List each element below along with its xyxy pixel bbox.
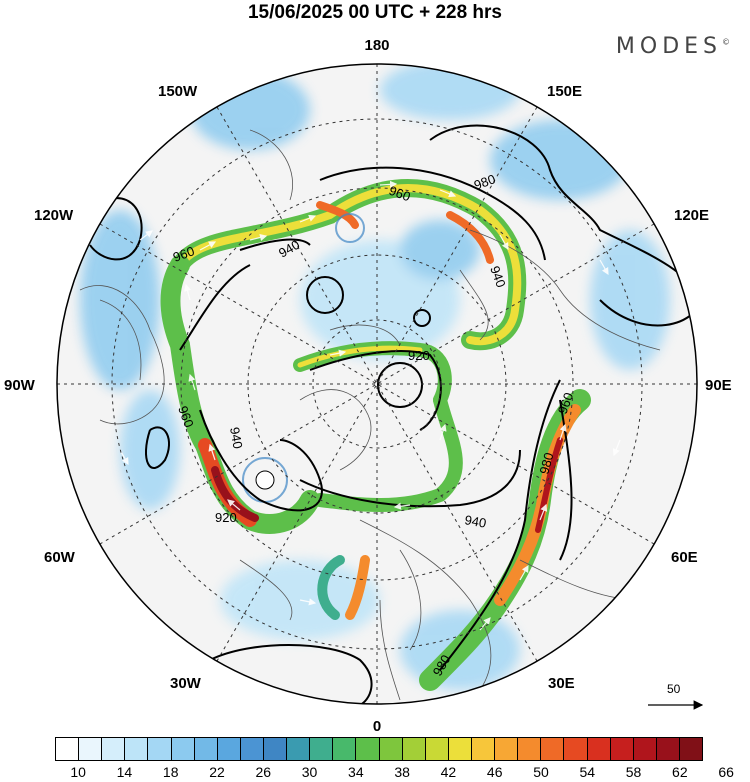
colorbar-swatch [425, 738, 449, 760]
colorbar-swatch [541, 738, 565, 760]
colorbar-swatch [356, 738, 380, 760]
contour-label: 940 [487, 264, 509, 290]
colorbar-swatch [587, 738, 611, 760]
colorbar-tick-label: 10 [70, 764, 86, 780]
colorbar-tick-label: 26 [255, 764, 272, 780]
colorbar-swatch [656, 738, 680, 760]
colorbar-tick-label: 54 [579, 764, 596, 780]
lon-label-0: 0 [373, 718, 381, 735]
lon-label-90w: 90W [4, 377, 36, 394]
colorbar-tick-label: 42 [440, 764, 457, 780]
lon-label-150e: 150E [547, 83, 582, 100]
colorbar-tick-label: 30 [301, 764, 318, 780]
contour-label: 960 [171, 243, 197, 265]
copyright-mark: © [722, 37, 730, 47]
lon-label-150w: 150W [158, 83, 198, 100]
colorbar-swatch [194, 738, 218, 760]
lon-label-30w: 30W [170, 675, 202, 692]
colorbar-swatch [679, 738, 703, 760]
colorbar-swatch [263, 738, 288, 760]
lon-label-60w: 60W [44, 549, 76, 566]
colorbar-tick-label: 50 [533, 764, 549, 780]
colorbar-swatch [240, 738, 264, 760]
colorbar-swatch [102, 738, 126, 760]
colorbar-swatch [495, 738, 519, 760]
contour-label: 940 [463, 512, 487, 531]
contour-labels: 980 960 940 960 940 920 960 940 920 960 … [171, 171, 577, 678]
colorbar-tick-label: 62 [672, 764, 688, 780]
contour-label: 960 [175, 404, 197, 430]
colorbar-swatch [171, 738, 195, 760]
colorbar-swatch [287, 738, 311, 760]
map-disc: 980 960 940 960 940 920 960 940 920 960 … [57, 64, 697, 704]
colorbar-swatch [217, 738, 241, 760]
colorbar-ticks: 10141822263034384246505458626670 [55, 764, 734, 780]
contour-label: 940 [227, 426, 246, 450]
wind-vectors [119, 180, 621, 631]
brand-logo: MODES© [616, 34, 730, 59]
colorbar [55, 737, 703, 761]
longitude-labels: 180 0 90W 90E 150W 150E 120W 120E 60W 60… [4, 37, 732, 735]
map-border [56, 63, 698, 705]
lon-label-90e: 90E [705, 377, 732, 394]
contour-label: 980 [536, 451, 556, 476]
contour-label: 960 [555, 391, 577, 417]
colorbar-swatch [79, 738, 103, 760]
colorbar-swatch [379, 738, 403, 760]
colorbar-tick-label: 22 [209, 764, 225, 780]
colorbar-swatch [333, 738, 357, 760]
colorbar-tick-label: 38 [394, 764, 410, 780]
graticule [57, 64, 697, 704]
contour-label: 960 [387, 183, 413, 205]
colorbar-swatch [56, 738, 80, 760]
isohypse-contours [89, 124, 697, 704]
colorbar-tick-label: 58 [625, 764, 642, 780]
vector-scale-label: 50 [667, 682, 681, 696]
coastlines [79, 129, 691, 701]
colorbar-tick-label: 34 [348, 764, 364, 780]
contour-label: 920 [215, 510, 237, 525]
low-centre-marker [255, 470, 275, 490]
colorbar-swatch [310, 738, 334, 760]
colorbar-swatch [564, 738, 588, 760]
colorbar-swatch [518, 738, 542, 760]
colorbar-tick-label: 46 [486, 764, 503, 780]
colorbar-swatch [633, 738, 657, 760]
colorbar-swatch [448, 738, 472, 760]
lon-label-120e: 120E [674, 207, 709, 224]
colorbar-swatch [471, 738, 496, 760]
colorbar-swatch [125, 738, 149, 760]
contour-label: 920 [408, 348, 430, 363]
colorbar-swatch [610, 738, 634, 760]
lon-label-180: 180 [364, 37, 389, 54]
colorbar-swatch [148, 738, 172, 760]
lon-label-60e: 60E [671, 549, 698, 566]
colorbar-tick-label: 66 [718, 764, 734, 780]
brand-text: MODES [615, 34, 722, 59]
colorbar-tick-label: 14 [116, 764, 133, 780]
colorbar-tick-label: 18 [162, 764, 179, 780]
colorbar-swatch [402, 738, 426, 760]
lon-label-120w: 120W [34, 207, 74, 224]
map-title: 15/06/2025 00 UTC + 228 hrs [247, 2, 503, 23]
lon-label-30e: 30E [548, 675, 575, 692]
contour-label: 980 [472, 171, 498, 193]
